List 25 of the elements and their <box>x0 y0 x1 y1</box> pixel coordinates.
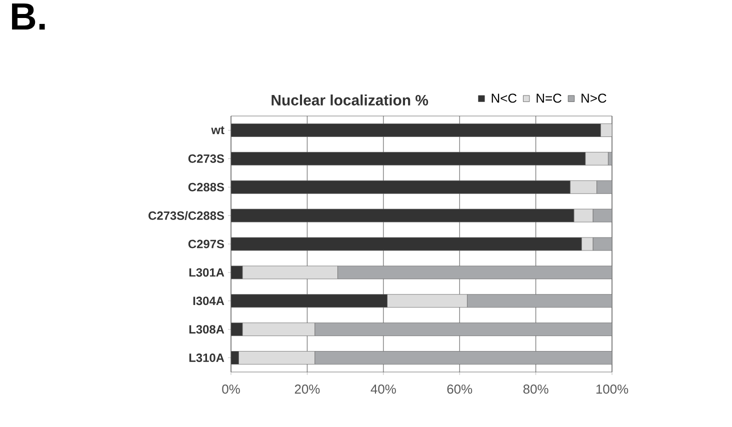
bar <box>467 294 612 308</box>
y-tick-label: L310A <box>189 354 224 362</box>
bar <box>314 351 612 364</box>
text: B. <box>12 4 45 30</box>
x-tick-label: 0% <box>222 384 240 394</box>
y-tick-label: wt <box>211 126 224 134</box>
chart-title: Nuclear localization % <box>272 94 428 106</box>
legend-label: N>C <box>582 94 606 103</box>
legend-label: N<C <box>492 94 517 103</box>
y-tick-label: L308A <box>189 325 224 334</box>
legend-label: N=C <box>536 94 562 103</box>
x-tick-label: 60% <box>447 384 472 394</box>
y-tick-label: C273S/C288S <box>148 211 224 220</box>
x-tick-label: 100% <box>596 384 628 394</box>
x-tick-label: 20% <box>294 384 320 394</box>
y-tick-label: I304A <box>193 296 224 306</box>
x-tick-label: 40% <box>370 384 396 394</box>
bar <box>596 180 612 194</box>
y-tick-label: C288S <box>188 182 224 192</box>
y-tick-label: L301A <box>189 268 224 277</box>
y-tick-label: C297S <box>188 240 224 248</box>
x-tick-label: 80% <box>523 384 548 394</box>
y-tick-label: C273S <box>188 154 224 163</box>
bar <box>337 266 612 280</box>
bar <box>314 322 612 336</box>
